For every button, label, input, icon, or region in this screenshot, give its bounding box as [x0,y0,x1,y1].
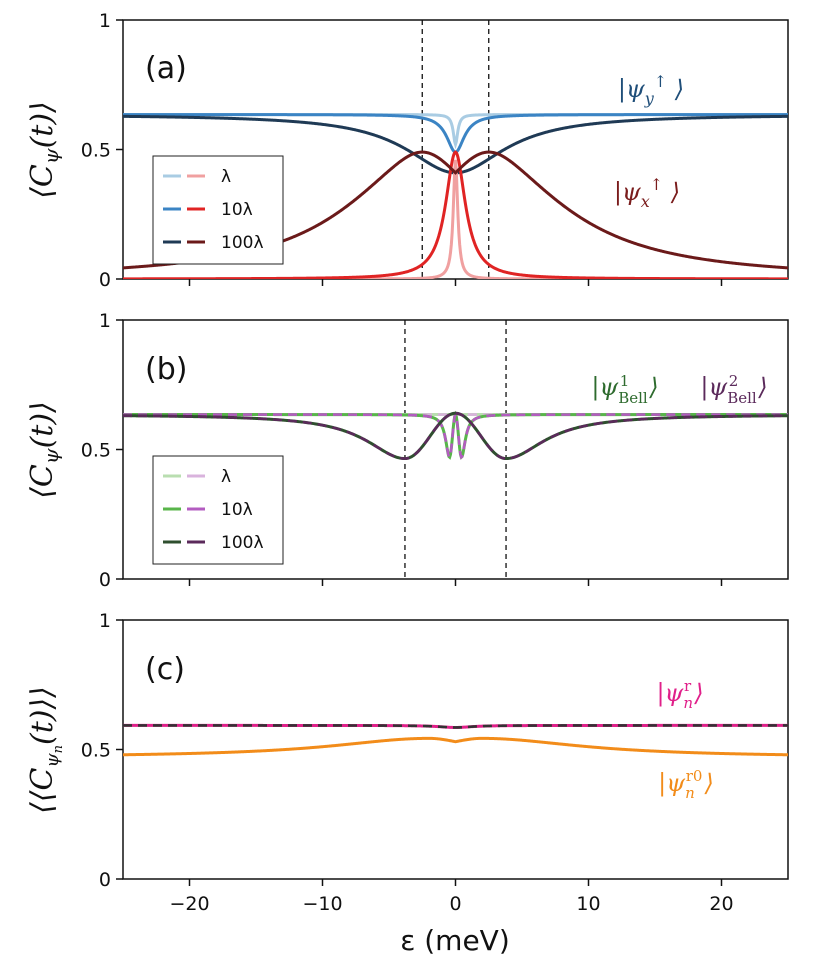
svg-text:⟨Cψ(t)⟩: ⟨Cψ(t)⟩ [25,101,63,199]
annot-psi-n-r0: |ψnr0⟩ [658,767,714,802]
x-tick-label: 0 [449,893,461,915]
svg-text:⟨⟨Cψn(t)⟩⟩: ⟨⟨Cψn(t)⟩⟩ [25,686,66,814]
series-line-10λ [123,410,788,460]
series-line-100λ [123,411,788,460]
legend-label: 10λ [221,200,253,220]
legend-label: 100λ [221,533,264,553]
panel-1-marks: 0 0.5 1 λ 10λ 100λ [81,310,788,591]
x-tick-label: 10 [576,893,600,915]
legend-label: λ [221,467,231,487]
y-tick-label: 0.5 [81,140,111,162]
x-tick-label: −20 [169,893,209,915]
panel-b-ylabel: ⟨Cψ(t)⟩ [25,401,63,499]
panel-c-frame [122,619,789,880]
series-line-ψn-r0 [123,736,788,757]
panel-a-ylabel: ⟨Cψ(t)⟩ [25,101,63,199]
annot-psi-bell-2: |ψBell2 ⟩ [700,372,767,407]
annot-psi-bell-1: |ψBell1 ⟩ [591,372,658,407]
y-tick-label: 1 [99,310,111,332]
x-tick-label: 20 [709,893,733,915]
annot-psi-n-r: |ψnr ⟩ [656,677,703,712]
panel-b-label: (b) [145,352,187,387]
y-tick-label: 0 [99,269,111,291]
panel-a-label: (a) [145,51,187,86]
x-axis-label: ε (meV) [400,924,510,957]
panel-2-marks: 0 0.5 1 −20 −10 0 10 20 [81,610,788,915]
legend-label: 10λ [221,500,253,520]
svg-text:⟨Cψ(t)⟩: ⟨Cψ(t)⟩ [25,401,63,499]
y-tick-label: 1 [99,10,111,32]
panel-b: (b) ⟨Cψ(t)⟩ |ψBell1 ⟩ |ψBell2 ⟩ [25,319,789,580]
y-tick-label: 0.5 [81,440,111,462]
panel-c-ylabel: ⟨⟨Cψn(t)⟩⟩ [25,686,66,814]
chart-marks: 0 0.5 1 λ 10λ 100λ 0 0.5 1 λ 10λ 100λ 0 0.5 1 −20 −10 0 10… [81,10,788,915]
x-tick-label: −10 [302,893,342,915]
legend-label: 100λ [221,233,264,253]
legend-label: λ [221,167,231,187]
annot-psi-x-up: |ψx↑ ⟩ [614,175,680,211]
annot-psi-y-up: |ψy↑ ⟩ [618,72,684,108]
series-line-10λ [123,150,788,279]
y-tick-label: 0 [99,869,111,891]
series-line-ψn-r-(ref) [123,724,788,729]
panel-c: (c) ⟨⟨Cψn(t)⟩⟩ |ψnr ⟩ |ψnr0⟩ [25,619,789,880]
y-tick-label: 0.5 [81,740,111,762]
panel-c-label: (c) [145,652,185,687]
y-tick-label: 1 [99,610,111,632]
y-tick-label: 0 [99,569,111,591]
panel-0-marks: 0 0.5 1 λ 10λ 100λ [81,10,788,291]
